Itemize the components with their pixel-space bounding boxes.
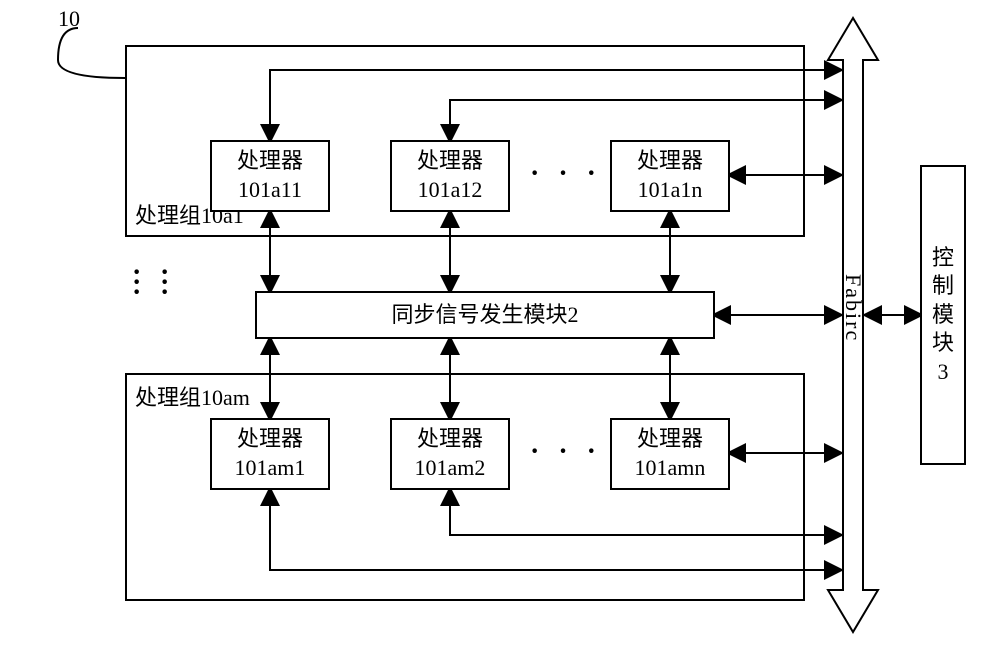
ellipsis-bottom: · · · <box>530 436 602 468</box>
ellipsis-top: · · · <box>530 158 602 190</box>
sync-module-label: 同步信号发生模块2 <box>391 301 578 330</box>
processor-label: 处理器 <box>237 425 303 454</box>
processor-top-1: 处理器 101a11 <box>210 140 330 212</box>
ellipsis-groups-1: ··· <box>132 268 141 298</box>
fabric-label: Fabirc <box>840 274 866 296</box>
processor-id: 101amn <box>635 454 706 483</box>
control-label-1: 控 <box>932 244 954 273</box>
processor-bottom-n: 处理器 101amn <box>610 418 730 490</box>
sync-module: 同步信号发生模块2 <box>255 291 715 339</box>
control-label-5: 3 <box>938 358 949 387</box>
processor-id: 101a11 <box>238 176 302 205</box>
processor-label: 处理器 <box>417 425 483 454</box>
outer-curve <box>50 20 130 80</box>
processor-bottom-2: 处理器 101am2 <box>390 418 510 490</box>
group-bottom-label: 处理组10am <box>135 380 250 412</box>
control-label-4: 块 <box>932 329 954 358</box>
processor-label: 处理器 <box>637 425 703 454</box>
control-label-2: 制 <box>932 272 954 301</box>
processor-label: 处理器 <box>237 147 303 176</box>
processor-id: 101a12 <box>418 176 483 205</box>
processor-top-n: 处理器 101a1n <box>610 140 730 212</box>
processor-top-2: 处理器 101a12 <box>390 140 510 212</box>
processor-id: 101am2 <box>415 454 486 483</box>
processor-bottom-1: 处理器 101am1 <box>210 418 330 490</box>
processor-id: 101a1n <box>638 176 703 205</box>
ellipsis-groups-2: ··· <box>160 268 169 298</box>
control-label-3: 模 <box>932 301 954 330</box>
processor-label: 处理器 <box>637 147 703 176</box>
processor-label: 处理器 <box>417 147 483 176</box>
processor-id: 101am1 <box>235 454 306 483</box>
control-module: 控 制 模 块 3 <box>920 165 966 465</box>
